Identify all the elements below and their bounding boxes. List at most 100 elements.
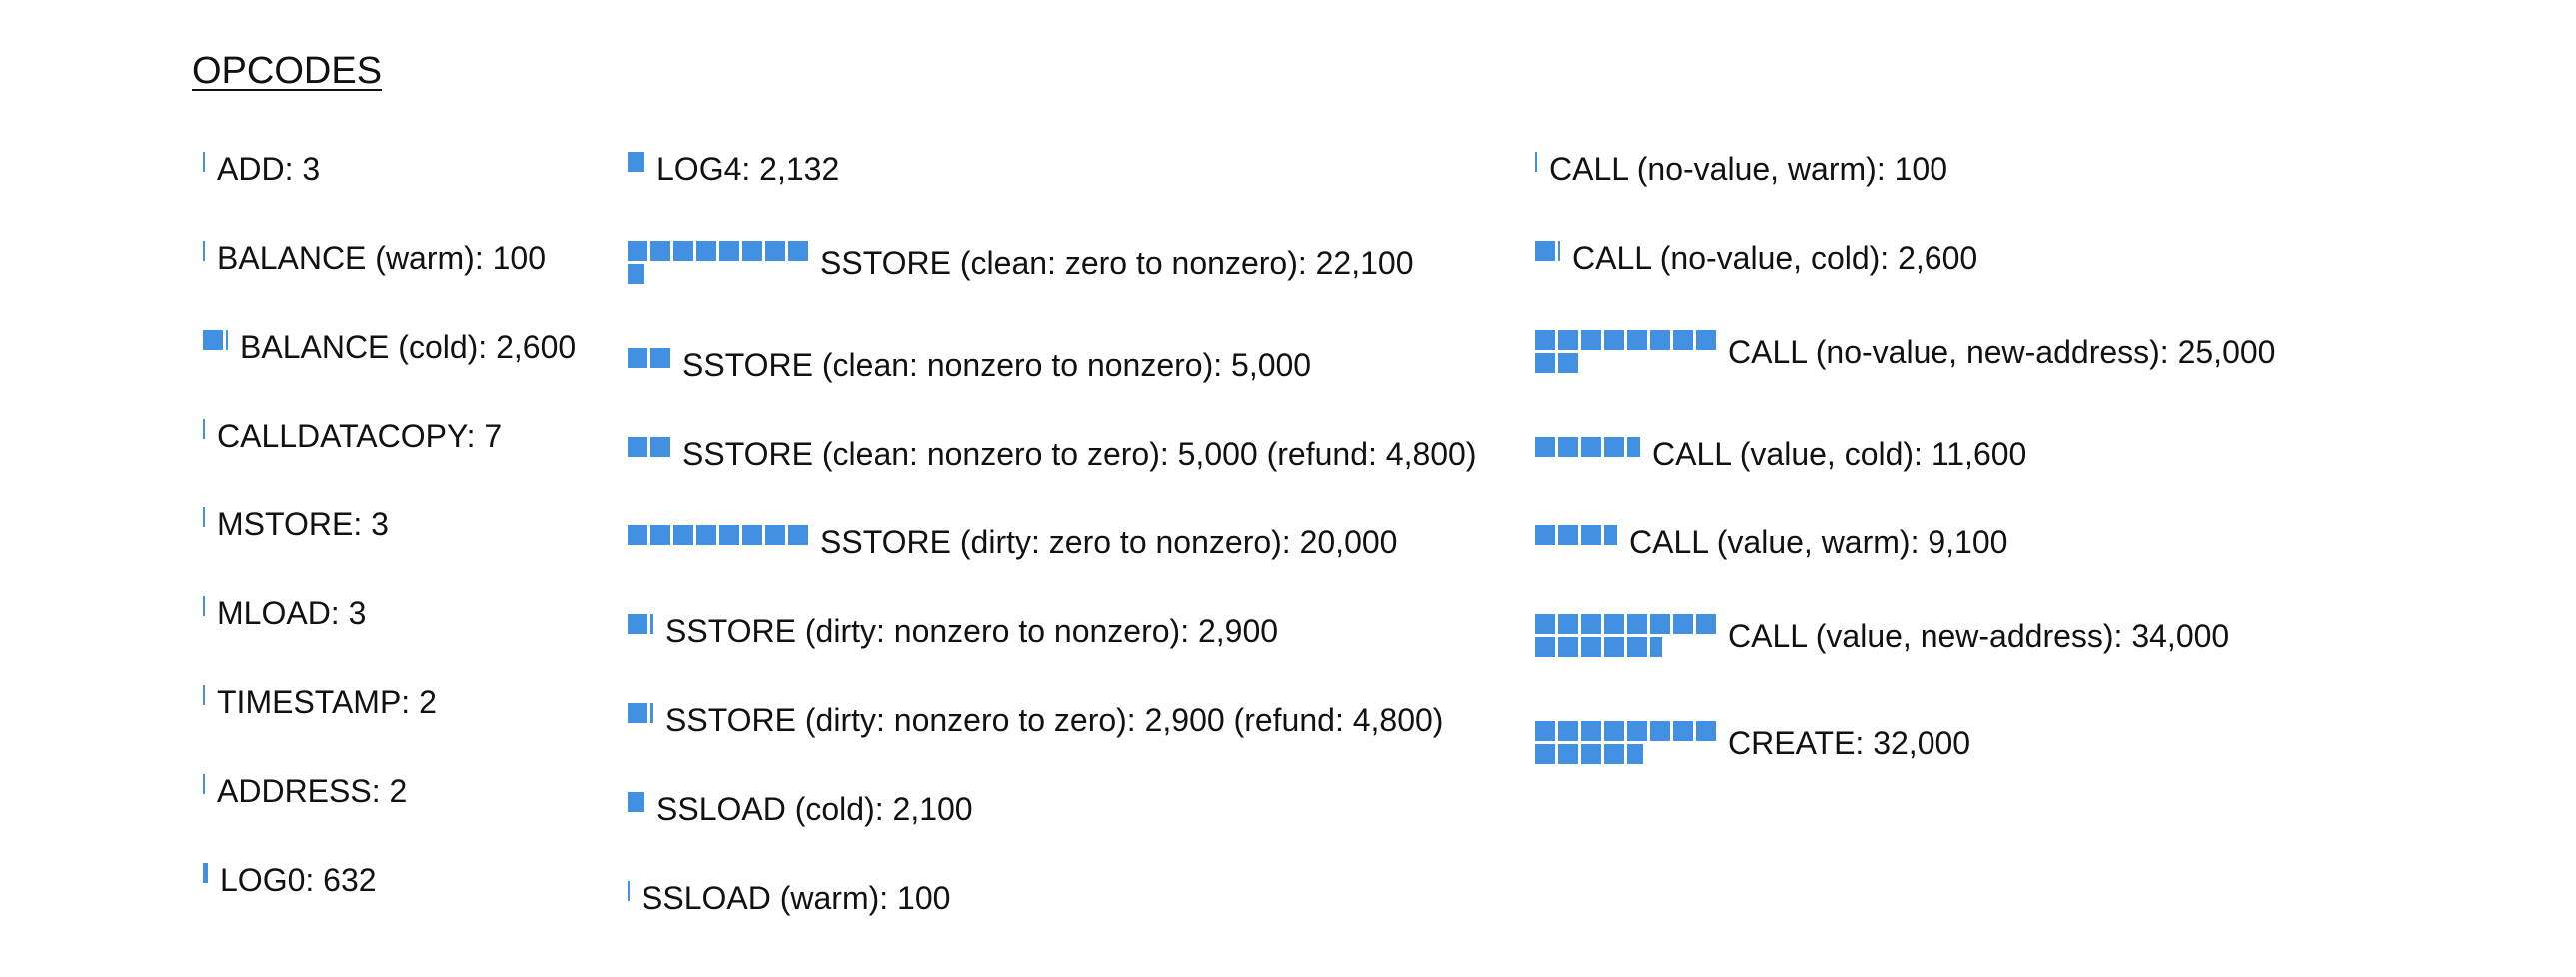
gas-bar: [1535, 721, 1716, 764]
opcode-item: BALANCE (cold): 2,600: [203, 329, 576, 367]
gas-unit-square: [628, 525, 647, 545]
opcode-label: ADD: 3: [217, 151, 321, 187]
gas-unit-square: [1627, 330, 1647, 350]
gas-unit-square: [1673, 330, 1693, 350]
gas-unit-square: [1535, 637, 1555, 657]
gas-partial-square: [1650, 637, 1662, 657]
gas-partial-square: [1558, 241, 1560, 261]
gas-unit-square: [1535, 437, 1555, 457]
gas-unit-square: [742, 241, 762, 261]
gas-partial-square: [203, 863, 208, 883]
gas-unit-square: [650, 525, 670, 545]
gas-bar: [628, 152, 644, 172]
opcode-item: SSTORE (dirty: zero to nonzero): 20,000: [628, 524, 1397, 562]
gas-unit-square: [1558, 525, 1578, 545]
gas-unit-square: [696, 241, 716, 261]
gas-unit-square: [673, 241, 693, 261]
gas-unit-square: [1535, 721, 1555, 741]
opcode-label: CALL (value, warm): 9,100: [1629, 524, 2008, 560]
opcode-item: ADDRESS: 2: [203, 773, 408, 811]
gas-unit-square: [1558, 721, 1578, 741]
gas-unit-square: [1604, 614, 1624, 634]
gas-partial-square: [1535, 152, 1537, 172]
gas-bar: [203, 419, 205, 439]
gas-partial-square: [628, 792, 644, 812]
gas-partial-square: [1627, 744, 1643, 764]
gas-unit-square: [1604, 437, 1624, 457]
gas-unit-square: [1696, 721, 1716, 741]
gas-unit-square: [1581, 330, 1601, 350]
gas-unit-square: [1535, 525, 1555, 545]
opcode-label: CALL (no-value, cold): 2,600: [1572, 240, 1978, 276]
gas-unit-square: [1558, 744, 1578, 764]
gas-bar: [1535, 241, 1560, 261]
opcode-label: MLOAD: 3: [217, 595, 367, 631]
gas-unit-square: [1696, 614, 1716, 634]
opcode-item: CALL (no-value, warm): 100: [1535, 151, 1947, 189]
opcode-label: LOG4: 2,132: [656, 151, 840, 187]
gas-bar: [628, 792, 644, 812]
gas-bar: [628, 525, 808, 545]
opcode-item: CALL (value, cold): 11,600: [1535, 436, 2026, 474]
gas-unit-square: [719, 241, 739, 261]
gas-unit-square: [1650, 614, 1670, 634]
opcode-label: LOG0: 632: [220, 862, 377, 898]
opcode-item: SSTORE (clean: nonzero to nonzero): 5,00…: [628, 347, 1311, 385]
gas-bar: [203, 685, 205, 705]
gas-unit-square: [1558, 437, 1578, 457]
opcode-item: SSTORE (dirty: nonzero to nonzero): 2,90…: [628, 613, 1278, 651]
opcode-label: CALL (value, cold): 11,600: [1652, 436, 2027, 472]
opcode-item: SSTORE (clean: zero to nonzero): 22,100: [628, 241, 1414, 284]
gas-unit-square: [1604, 721, 1624, 741]
gas-partial-square: [203, 241, 205, 261]
gas-unit-square: [650, 437, 670, 457]
opcode-label: ADDRESS: 2: [217, 773, 408, 809]
gas-partial-square: [226, 330, 228, 350]
gas-bar: [628, 241, 808, 284]
opcode-item: LOG0: 632: [203, 862, 377, 900]
gas-unit-square: [1558, 637, 1578, 657]
gas-unit-square: [696, 525, 716, 545]
opcode-label: SSLOAD (warm): 100: [642, 880, 951, 916]
gas-bar: [628, 614, 653, 634]
gas-bar: [1535, 437, 1640, 457]
opcode-label: TIMESTAMP: 2: [217, 684, 437, 720]
gas-unit-square: [1673, 614, 1693, 634]
opcode-label: SSTORE (clean: nonzero to nonzero): 5,00…: [682, 347, 1312, 383]
gas-unit-square: [1558, 614, 1578, 634]
opcode-item: SSTORE (clean: nonzero to zero): 5,000 (…: [628, 436, 1477, 474]
gas-unit-square: [628, 241, 647, 261]
opcode-item: CALL (value, warm): 9,100: [1535, 524, 2007, 562]
opcode-label: CALL (no-value, new-address): 25,000: [1728, 333, 2276, 370]
opcode-item: CALL (no-value, new-address): 25,000: [1535, 330, 2275, 373]
gas-partial-square: [203, 685, 205, 705]
opcode-item: BALANCE (warm): 100: [203, 240, 546, 278]
gas-bar: [628, 881, 630, 901]
gas-unit-square: [650, 241, 670, 261]
opcode-label: CALL (no-value, warm): 100: [1549, 151, 1947, 187]
gas-unit-square: [1627, 721, 1647, 741]
gas-unit-square: [1535, 614, 1555, 634]
gas-unit-square: [1627, 637, 1647, 657]
gas-unit-square: [788, 525, 808, 545]
gas-unit-square: [628, 614, 647, 634]
gas-unit-square: [628, 348, 647, 368]
gas-unit-square: [1581, 637, 1601, 657]
gas-unit-square: [1581, 437, 1601, 457]
gas-unit-square: [1604, 637, 1624, 657]
gas-unit-square: [765, 525, 785, 545]
gas-partial-square: [628, 881, 630, 901]
opcode-label: SSTORE (clean: zero to nonzero): 22,100: [820, 244, 1414, 281]
gas-unit-square: [1696, 330, 1716, 350]
gas-unit-square: [1650, 721, 1670, 741]
gas-bar: [628, 703, 653, 723]
gas-bar: [1535, 330, 1716, 373]
gas-partial-square: [1627, 437, 1640, 457]
opcode-item: CREATE: 32,000: [1535, 721, 1970, 764]
gas-unit-square: [1535, 744, 1555, 764]
gas-unit-square: [742, 525, 762, 545]
gas-bar: [203, 152, 205, 172]
gas-partial-square: [628, 264, 644, 284]
gas-unit-square: [1535, 330, 1555, 350]
opcode-label: SSLOAD (cold): 2,100: [656, 791, 973, 827]
